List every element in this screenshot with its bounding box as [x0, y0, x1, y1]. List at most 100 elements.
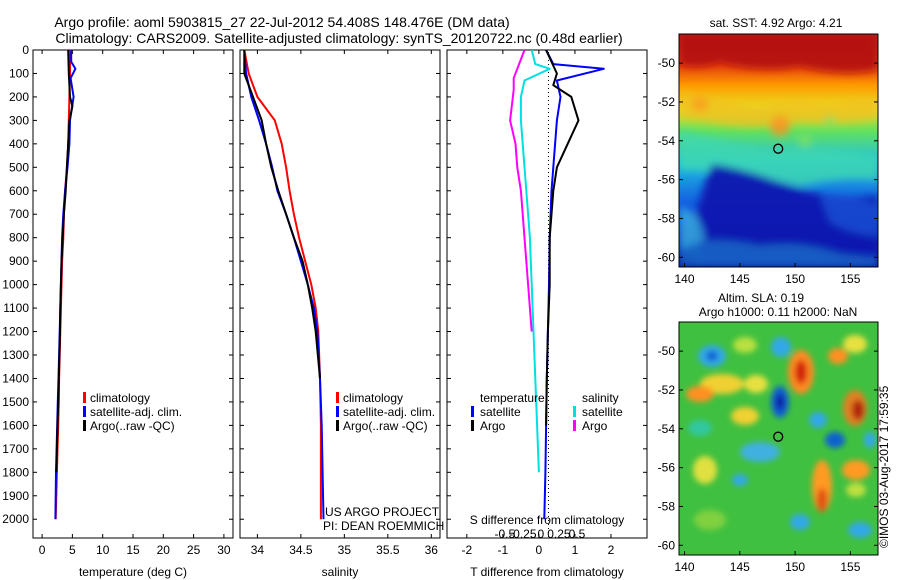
sst-heatmap	[679, 34, 878, 267]
x-tick-label: 5	[69, 543, 76, 557]
x-tick-label: 25	[187, 543, 201, 557]
temperature-axis-label: temperature (deg C)	[79, 565, 187, 579]
salinity-axis-label: salinity	[322, 565, 359, 579]
y-tick-label: 1300	[2, 348, 29, 362]
x-tick-label: 30	[217, 543, 231, 557]
legend-swatch-satellite-adj-2	[336, 406, 339, 417]
argo-location-marker-2	[773, 431, 784, 442]
t-difference-axis-label: T difference from climatology	[470, 565, 624, 579]
legend-label-t-argo: Argo	[480, 419, 506, 433]
temperature-legend: climatology satellite-adj. clim. Argo(..…	[83, 391, 182, 433]
series-line-argo-raw-qc-	[55, 49, 74, 473]
copyright-footer: ©IMOS 03-Aug-2017 17:59:35	[877, 385, 891, 548]
legend-label-s-argo: Argo	[582, 419, 608, 433]
legend-label-satellite-adj-2: satellite-adj. clim.	[343, 405, 435, 419]
legend-label-climatology-2: climatology	[343, 391, 403, 405]
y-tick-label: 1500	[2, 395, 29, 409]
map-x-tick-label: 140	[675, 272, 695, 286]
map-y-tick-label: -52	[658, 95, 676, 109]
legend-swatch-climatology	[83, 392, 86, 403]
salinity-legend: climatology satellite-adj. clim. Argo(..…	[336, 391, 435, 433]
map-y-tick-label: -50	[658, 56, 676, 70]
y-tick-label: 0	[22, 43, 29, 57]
x-tick-label: 1	[572, 543, 579, 557]
y-tick-label: 700	[9, 207, 29, 221]
sla-map-title: Altim. SLA: 0.19	[718, 291, 804, 305]
map-y-tick-label: -60	[658, 250, 676, 264]
salinity-profile-panel: 34 34.5 35 35.5 36 salinity climatology sate…	[239, 49, 444, 579]
y-tick-label: 1000	[2, 278, 29, 292]
y-tick-label: 600	[9, 184, 29, 198]
y-tick-label: 1400	[2, 371, 29, 385]
legend-swatch-s-argo	[573, 420, 576, 431]
x-tick-label: 2	[608, 543, 615, 557]
series-line-temperature-argo	[545, 49, 580, 426]
s-diff-tick-label: 0.25	[547, 527, 571, 541]
difference-legend: temperature satellite Argo salinity sate…	[471, 391, 623, 433]
map-y-tick-label: -50	[658, 344, 676, 358]
series-line-salinity-satellite	[519, 49, 551, 473]
map-x-tick-label: 145	[730, 560, 750, 574]
x-tick-label: 20	[157, 543, 171, 557]
y-tick-label: 900	[9, 254, 29, 268]
x-tick-label: 35.5	[376, 543, 400, 557]
s-diff-tick-label: -0.5	[494, 527, 515, 541]
y-tick-label: 1900	[2, 489, 29, 503]
y-tick-label: 1200	[2, 325, 29, 339]
x-tick-label: 0	[536, 543, 543, 557]
map-x-tick-label: 150	[785, 272, 805, 286]
header-line-2: Climatology: CARS2009. Satellite-adjuste…	[55, 30, 622, 46]
y-tick-label: 1700	[2, 442, 29, 456]
y-tick-label: 1800	[2, 465, 29, 479]
y-tick-label: 400	[9, 137, 29, 151]
y-tick-label: 500	[9, 160, 29, 174]
x-tick-label: 34	[251, 543, 265, 557]
project-label: US ARGO PROJECT	[325, 505, 440, 519]
legend-label-climatology: climatology	[90, 391, 150, 405]
x-tick-label: -2	[461, 543, 472, 557]
pi-label: PI: DEAN ROEMMICH	[323, 519, 444, 533]
sla-map-panel: Altim. SLA: 0.19 Argo h1000: 0.11 h2000:…	[658, 291, 879, 574]
legend-title-salinity: salinity	[582, 391, 619, 405]
y-tick-label: 200	[9, 90, 29, 104]
map-x-tick-label: 155	[840, 560, 860, 574]
series-line-salinity-argo	[509, 49, 533, 332]
map-y-tick-label: -54	[658, 422, 676, 436]
y-tick-label: 100	[9, 66, 29, 80]
map-y-tick-label: -54	[658, 134, 676, 148]
difference-profile-panel: -2 -1 0 1 2-0.5-0.25 0 0.250.5 S difference fr…	[446, 49, 648, 579]
sla-map-subtitle: Argo h1000: 0.11 h2000: NaN	[699, 305, 858, 319]
map-y-tick-label: -58	[658, 499, 676, 513]
x-tick-label: 36	[425, 543, 439, 557]
legend-swatch-t-satellite	[471, 406, 474, 417]
s-diff-tick-label: 0	[538, 527, 545, 541]
sst-map-title: sat. SST: 4.92 Argo: 4.21	[710, 16, 843, 30]
legend-label-satellite-adj: satellite-adj. clim.	[90, 405, 182, 419]
argo-location-marker	[773, 143, 784, 154]
legend-swatch-argo-2	[336, 420, 339, 431]
sla-heatmap	[679, 322, 878, 555]
legend-swatch-climatology-2	[336, 392, 339, 403]
legend-swatch-satellite-adj	[83, 406, 86, 417]
y-tick-label: 2000	[2, 512, 29, 526]
sst-map-panel: sat. SST: 4.92 Argo: 4.21 -50 -52 -54 -56 -5…	[658, 16, 879, 286]
s-difference-axis-label: S difference from climatology	[470, 513, 625, 527]
legend-label-argo: Argo(..raw -QC)	[90, 419, 175, 433]
map-y-tick-label: -56	[658, 173, 676, 187]
legend-title-temperature: temperature	[480, 391, 545, 405]
y-tick-label: 1100	[3, 301, 29, 315]
legend-label-argo-2: Argo(..raw -QC)	[343, 419, 428, 433]
y-tick-label: 800	[9, 231, 29, 245]
x-tick-label: 34.5	[289, 543, 313, 557]
x-tick-label: 0	[39, 543, 46, 557]
legend-swatch-s-satellite	[573, 406, 576, 417]
y-tick-label: 1600	[2, 418, 29, 432]
temperature-profile-panel: 0100200300400500600700800900100011001200…	[2, 43, 234, 579]
legend-swatch-t-argo	[471, 420, 474, 431]
s-diff-tick-label: -0.25	[509, 527, 537, 541]
map-y-tick-label: -52	[658, 383, 676, 397]
map-y-tick-label: -56	[658, 461, 676, 475]
x-tick-label: -1	[498, 543, 509, 557]
series-line-argo-raw-qc-	[243, 50, 321, 379]
